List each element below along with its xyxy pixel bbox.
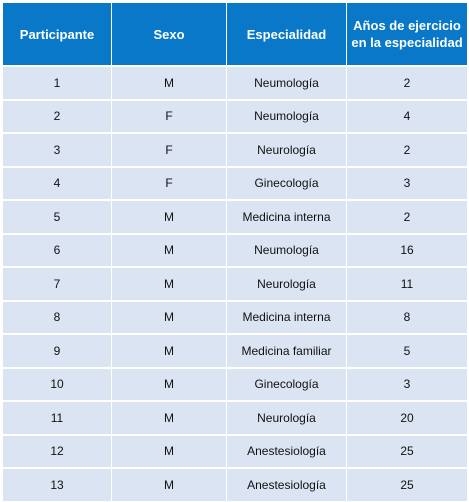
header-row: Participante Sexo Especialidad Años de e… — [2, 2, 468, 67]
participante-cell: 9 — [2, 333, 112, 368]
participante-cell: 11 — [2, 400, 112, 435]
participante-cell: 7 — [2, 266, 112, 301]
sexo-cell: F — [111, 165, 227, 201]
sexo-cell: M — [111, 433, 227, 469]
anos-cell: 2 — [346, 65, 468, 100]
table-row: 9 M Medicina familiar 5 — [2, 333, 468, 368]
anos-cell: 8 — [346, 299, 468, 335]
participante-cell: 8 — [2, 299, 112, 335]
participante-cell: 12 — [2, 433, 112, 469]
especialidad-cell: Medicina familiar — [226, 333, 347, 368]
especialidad-cell: Neurología — [226, 132, 347, 167]
sexo-cell: M — [111, 65, 227, 100]
participante-cell: 1 — [2, 65, 112, 100]
table-row: 12 M Anestesiología 25 — [2, 433, 468, 469]
especialidad-cell: Anestesiología — [226, 433, 347, 469]
especialidad-cell: Neumología — [226, 65, 347, 100]
anos-cell: 25 — [346, 433, 468, 469]
header-sexo: Sexo — [111, 2, 227, 67]
sexo-cell: M — [111, 299, 227, 335]
especialidad-cell: Medicina interna — [226, 299, 347, 335]
table-row: 13 M Anestesiología 25 — [2, 467, 468, 502]
table-row: 8 M Medicina interna 8 — [2, 299, 468, 335]
table-row: 7 M Neurología 11 — [2, 266, 468, 301]
participante-cell: 2 — [2, 98, 112, 134]
participante-cell: 10 — [2, 366, 112, 402]
table-row: 3 F Neurología 2 — [2, 132, 468, 167]
especialidad-cell: Neumología — [226, 98, 347, 134]
sexo-cell: M — [111, 333, 227, 368]
sexo-cell: M — [111, 266, 227, 301]
table-row: 5 M Medicina interna 2 — [2, 199, 468, 234]
header-especialidad: Especialidad — [226, 2, 347, 67]
anos-cell: 11 — [346, 266, 468, 301]
table-row: 2 F Neumología 4 — [2, 98, 468, 134]
especialidad-cell: Anestesiología — [226, 467, 347, 502]
anos-cell: 4 — [346, 98, 468, 134]
anos-cell: 2 — [346, 199, 468, 234]
table-header: Participante Sexo Especialidad Años de e… — [2, 2, 468, 67]
anos-cell: 2 — [346, 132, 468, 167]
participante-cell: 4 — [2, 165, 112, 201]
table-row: 4 F Ginecología 3 — [2, 165, 468, 201]
anos-cell: 3 — [346, 165, 468, 201]
sexo-cell: M — [111, 232, 227, 268]
participante-cell: 3 — [2, 132, 112, 167]
especialidad-cell: Ginecología — [226, 366, 347, 402]
anos-cell: 16 — [346, 232, 468, 268]
anos-cell: 3 — [346, 366, 468, 402]
header-participante: Participante — [2, 2, 112, 67]
sexo-cell: M — [111, 467, 227, 502]
sexo-cell: M — [111, 400, 227, 435]
header-anos-ejercicio: Años de ejercicio en la especialidad — [346, 2, 468, 67]
participante-cell: 13 — [2, 467, 112, 502]
table-row: 1 M Neumología 2 — [2, 65, 468, 100]
participante-cell: 6 — [2, 232, 112, 268]
participante-cell: 5 — [2, 199, 112, 234]
sexo-cell: F — [111, 132, 227, 167]
anos-cell: 25 — [346, 467, 468, 502]
especialidad-cell: Neurología — [226, 400, 347, 435]
especialidad-cell: Neumología — [226, 232, 347, 268]
sexo-cell: M — [111, 199, 227, 234]
table-row: 6 M Neumología 16 — [2, 232, 468, 268]
anos-cell: 5 — [346, 333, 468, 368]
especialidad-cell: Medicina interna — [226, 199, 347, 234]
sexo-cell: F — [111, 98, 227, 134]
anos-cell: 20 — [346, 400, 468, 435]
table-body: 1 M Neumología 2 2 F Neumología 4 3 F Neurología 2 4… — [2, 65, 468, 502]
especialidad-cell: Neurología — [226, 266, 347, 301]
sexo-cell: M — [111, 366, 227, 402]
especialidad-cell: Ginecología — [226, 165, 347, 201]
table-row: 10 M Ginecología 3 — [2, 366, 468, 402]
table-row: 11 M Neurología 20 — [2, 400, 468, 435]
